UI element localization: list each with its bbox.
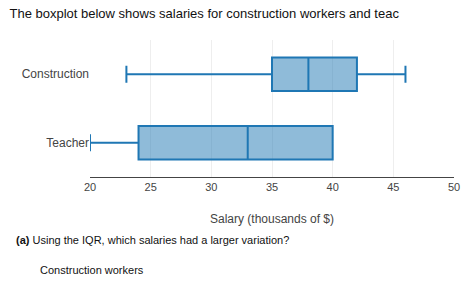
- svg-text:20: 20: [84, 181, 96, 193]
- svg-text:40: 40: [327, 181, 339, 193]
- svg-text:30: 30: [205, 181, 217, 193]
- svg-text:Salary (thousands of $): Salary (thousands of $): [210, 212, 334, 226]
- svg-text:45: 45: [387, 181, 399, 193]
- svg-text:Construction: Construction: [22, 67, 89, 81]
- svg-text:35: 35: [266, 181, 278, 193]
- svg-text:The boxplot below shows salari: The boxplot below shows salaries for con…: [9, 6, 399, 21]
- svg-text:Construction workers: Construction workers: [40, 264, 144, 276]
- svg-text:(a) Using the IQR, which salar: (a) Using the IQR, which salaries had a …: [16, 234, 289, 246]
- svg-text:Teacher: Teacher: [46, 136, 89, 150]
- svg-text:25: 25: [145, 181, 157, 193]
- svg-text:50: 50: [448, 181, 460, 193]
